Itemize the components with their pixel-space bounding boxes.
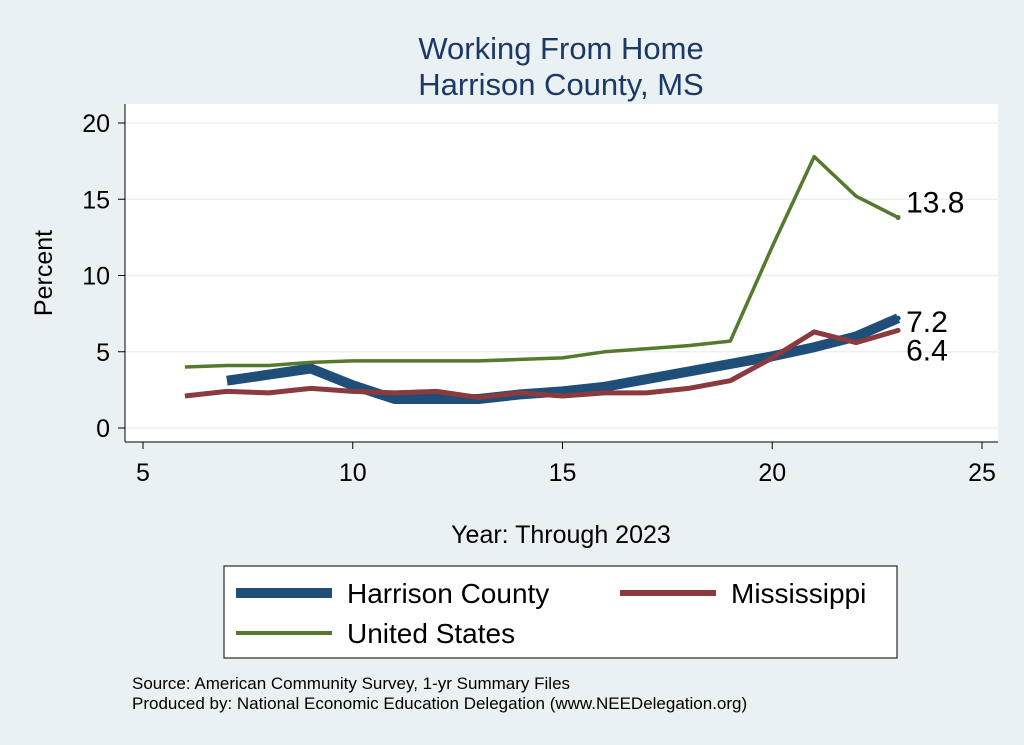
chart-title-line-1: Working From Home: [418, 31, 703, 66]
legend-box: [223, 565, 898, 659]
x-axis-ticks: 5 10 15 20 25: [136, 442, 996, 487]
y-tick-label: 0: [96, 415, 110, 443]
series-end-marker-mississippi: [895, 327, 901, 333]
x-axis-title: Year: Through 2023: [451, 521, 671, 549]
series-line-harrison-county: [226, 313, 901, 404]
end-label-harrison-county: 7.2: [906, 306, 948, 339]
y-tick-label: 10: [82, 263, 110, 291]
y-axis-ticks: 0 5 10 15 20: [82, 110, 125, 443]
legend-label-harrison-county: Harrison County: [347, 578, 549, 609]
plot-area: [125, 104, 998, 442]
y-tick-label: 5: [96, 339, 110, 367]
source-note: Source: American Community Survey, 1-yr …: [132, 674, 570, 693]
x-tick-label: 10: [339, 459, 367, 487]
gridlines: [125, 122, 998, 429]
series-layer: [184, 154, 901, 404]
end-label-united-states: 13.8: [906, 187, 964, 220]
chart-title-line-2: Harrison County, MS: [418, 67, 703, 102]
x-tick-label: 25: [968, 459, 996, 487]
y-axis-title: Percent: [30, 230, 58, 316]
legend-label-mississippi: Mississippi: [731, 578, 866, 609]
y-tick-label: 15: [82, 186, 110, 214]
x-tick-label: 15: [549, 459, 577, 487]
y-tick-label: 20: [82, 110, 110, 138]
x-tick-label: 5: [136, 459, 150, 487]
series-line-mississippi: [184, 327, 899, 400]
x-tick-label: 20: [758, 459, 786, 487]
series-line-united-states: [184, 154, 899, 369]
producer-note: Produced by: National Economic Education…: [132, 694, 747, 713]
end-label-mississippi: 6.4: [906, 334, 948, 367]
legend-label-united-states: United States: [347, 618, 515, 649]
series-end-marker-harrison-county: [895, 315, 901, 321]
series-end-marker-united-states: [895, 215, 901, 221]
end-labels: 7.2 13.8 6.4: [906, 187, 964, 368]
